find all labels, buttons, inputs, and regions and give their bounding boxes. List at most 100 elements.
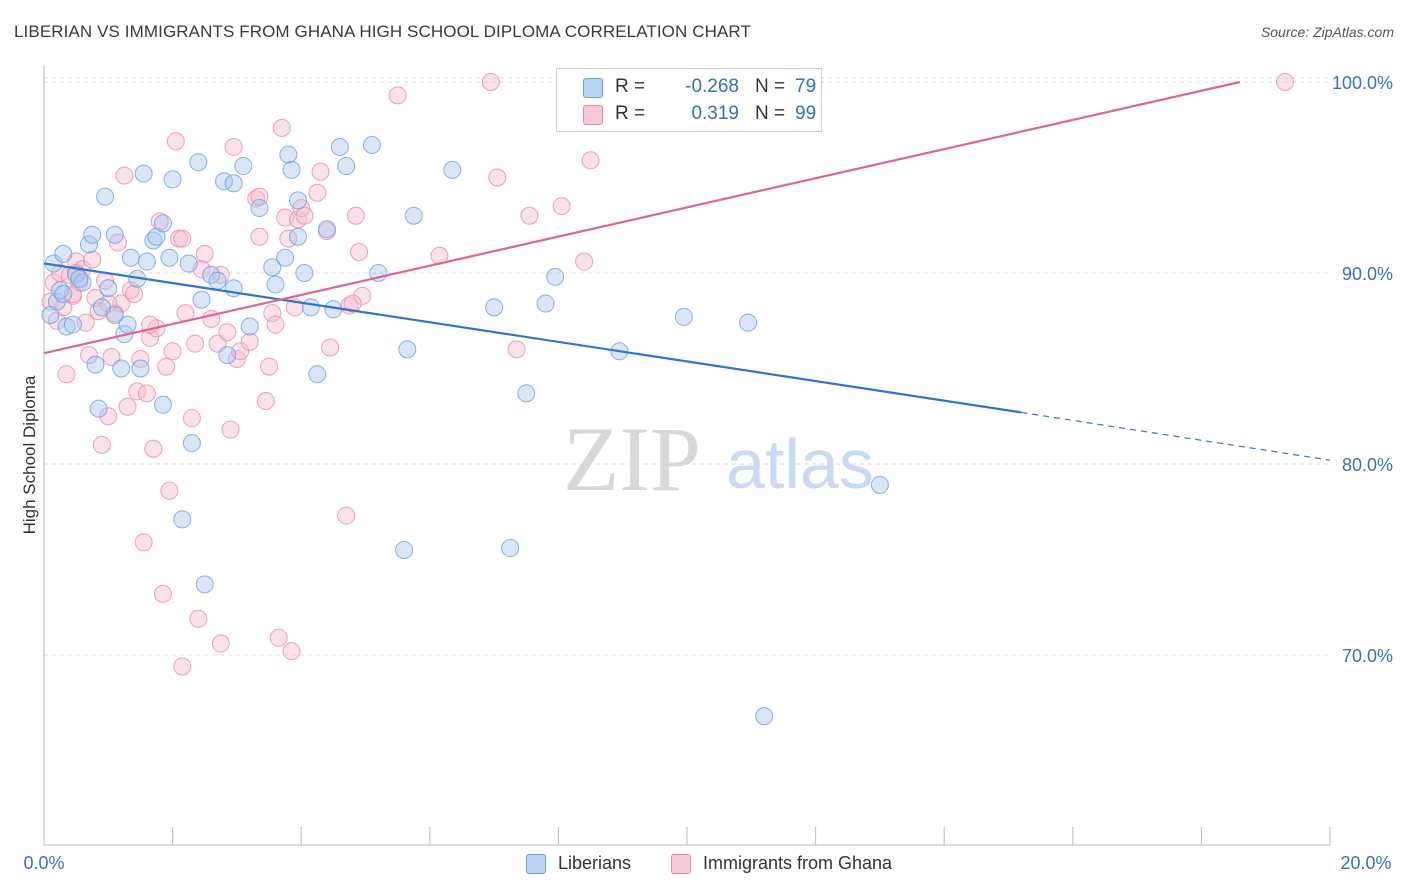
trend-lines [43,80,1331,461]
ghana-point [266,315,285,334]
ghana-point [102,348,121,367]
liberians-point [189,153,208,172]
ghana-point [311,162,330,181]
ghana-point [163,342,182,361]
ghana-point [321,338,340,357]
liberians-point [404,206,423,225]
liberians-point [536,294,555,313]
liberians-point [173,510,192,529]
legend-r-value: 0.319 [691,103,739,124]
legend-r-label: R = [615,76,646,97]
liberians-point [501,539,520,558]
ghana-point [115,166,134,185]
ghana-point [195,244,214,263]
watermark-atlas: atlas [726,425,874,503]
liberians-point [279,145,298,164]
liberians-point [240,317,259,336]
liberians-point [121,248,140,267]
liberians-point [295,264,314,282]
liberians-point [266,275,285,294]
ghana-point [260,357,279,376]
ghana-point [488,168,507,187]
liberians-point [282,160,301,179]
liberians-point [517,384,536,403]
legend-n-label: N = [755,76,786,97]
ghana-point [134,533,153,552]
ghana-point [99,407,118,426]
liberians-point [443,160,462,179]
ghana-point [308,183,327,202]
liberians-point [288,191,307,210]
ghana-point [211,265,230,284]
ghana-point [1275,73,1294,91]
ghana-point [211,634,230,653]
ghana-point [507,340,526,359]
liberians-point [80,235,99,254]
ghana-point [263,304,282,323]
liberians-point [118,315,137,334]
liberians-point [134,164,153,183]
y-tick-label: 90.0% [1342,264,1393,284]
ghana-point [581,151,600,170]
liberians-point [105,225,124,244]
liberians-point [96,187,115,206]
ghana-point [221,420,240,439]
liberians-point [54,285,73,304]
legend-swatch-pink [583,105,603,125]
ghana-point [80,346,99,365]
series-ghana-points [41,73,1294,676]
ghana-point [118,397,137,416]
liberians-point [317,220,336,239]
legend-swatch-blue [583,78,603,98]
ghana-point [125,285,144,304]
watermark: ZIP atlas [563,408,874,510]
ghana-point [295,206,314,225]
liberians-point [195,575,214,594]
liberians-point [224,174,243,193]
watermark-zip: ZIP [563,408,701,510]
ghana-point [44,273,63,292]
ghana-point [481,73,500,91]
ghana-point [552,197,571,216]
liberians-point [192,290,211,309]
ghana-point [256,391,275,410]
liberians-point [137,252,156,271]
ghana-point [144,439,163,458]
liberians-point [276,248,295,267]
liberians-point [182,433,201,452]
liberians-point [99,279,118,298]
liberians-point [288,227,307,246]
ghana-point [224,137,243,156]
tick-labels: 70.0% 80.0% 90.0% 100.0% 0.0% 20.0% [23,73,1393,873]
y-axis-label: High School Diploma [20,375,39,534]
liberians-point [70,269,89,288]
liberians-point [755,707,774,726]
liberians-point [63,315,82,334]
liberians-point [870,476,889,495]
liberians-point [739,313,758,332]
ghana-point [182,409,201,428]
ghana-point [337,506,356,525]
ghana-point [240,332,259,351]
axes [43,66,1331,846]
liberians-point [89,399,108,418]
ghana-point [173,229,192,248]
liberians-trend-line [43,262,1022,414]
ghana-point [153,584,172,603]
ghana-point [157,357,176,376]
y-tick-label: 100.0% [1332,73,1393,93]
x-tick-label: 0.0% [23,853,64,873]
ghana-point [112,294,131,313]
ghana-point [186,334,205,353]
ghana-point [282,642,301,661]
ghana-point [189,609,208,628]
ghana-point [247,189,266,208]
legend-swatch-pink [671,854,691,874]
legend-n-label: N = [755,103,786,124]
source-label: Source: ZipAtlas.com [1260,24,1394,40]
ghana-point [353,286,372,305]
legend-n-value: 79 [795,76,817,97]
ghana-point [131,349,150,368]
ghana-point [350,242,369,261]
x-tick-label: 20.0% [1340,853,1391,873]
